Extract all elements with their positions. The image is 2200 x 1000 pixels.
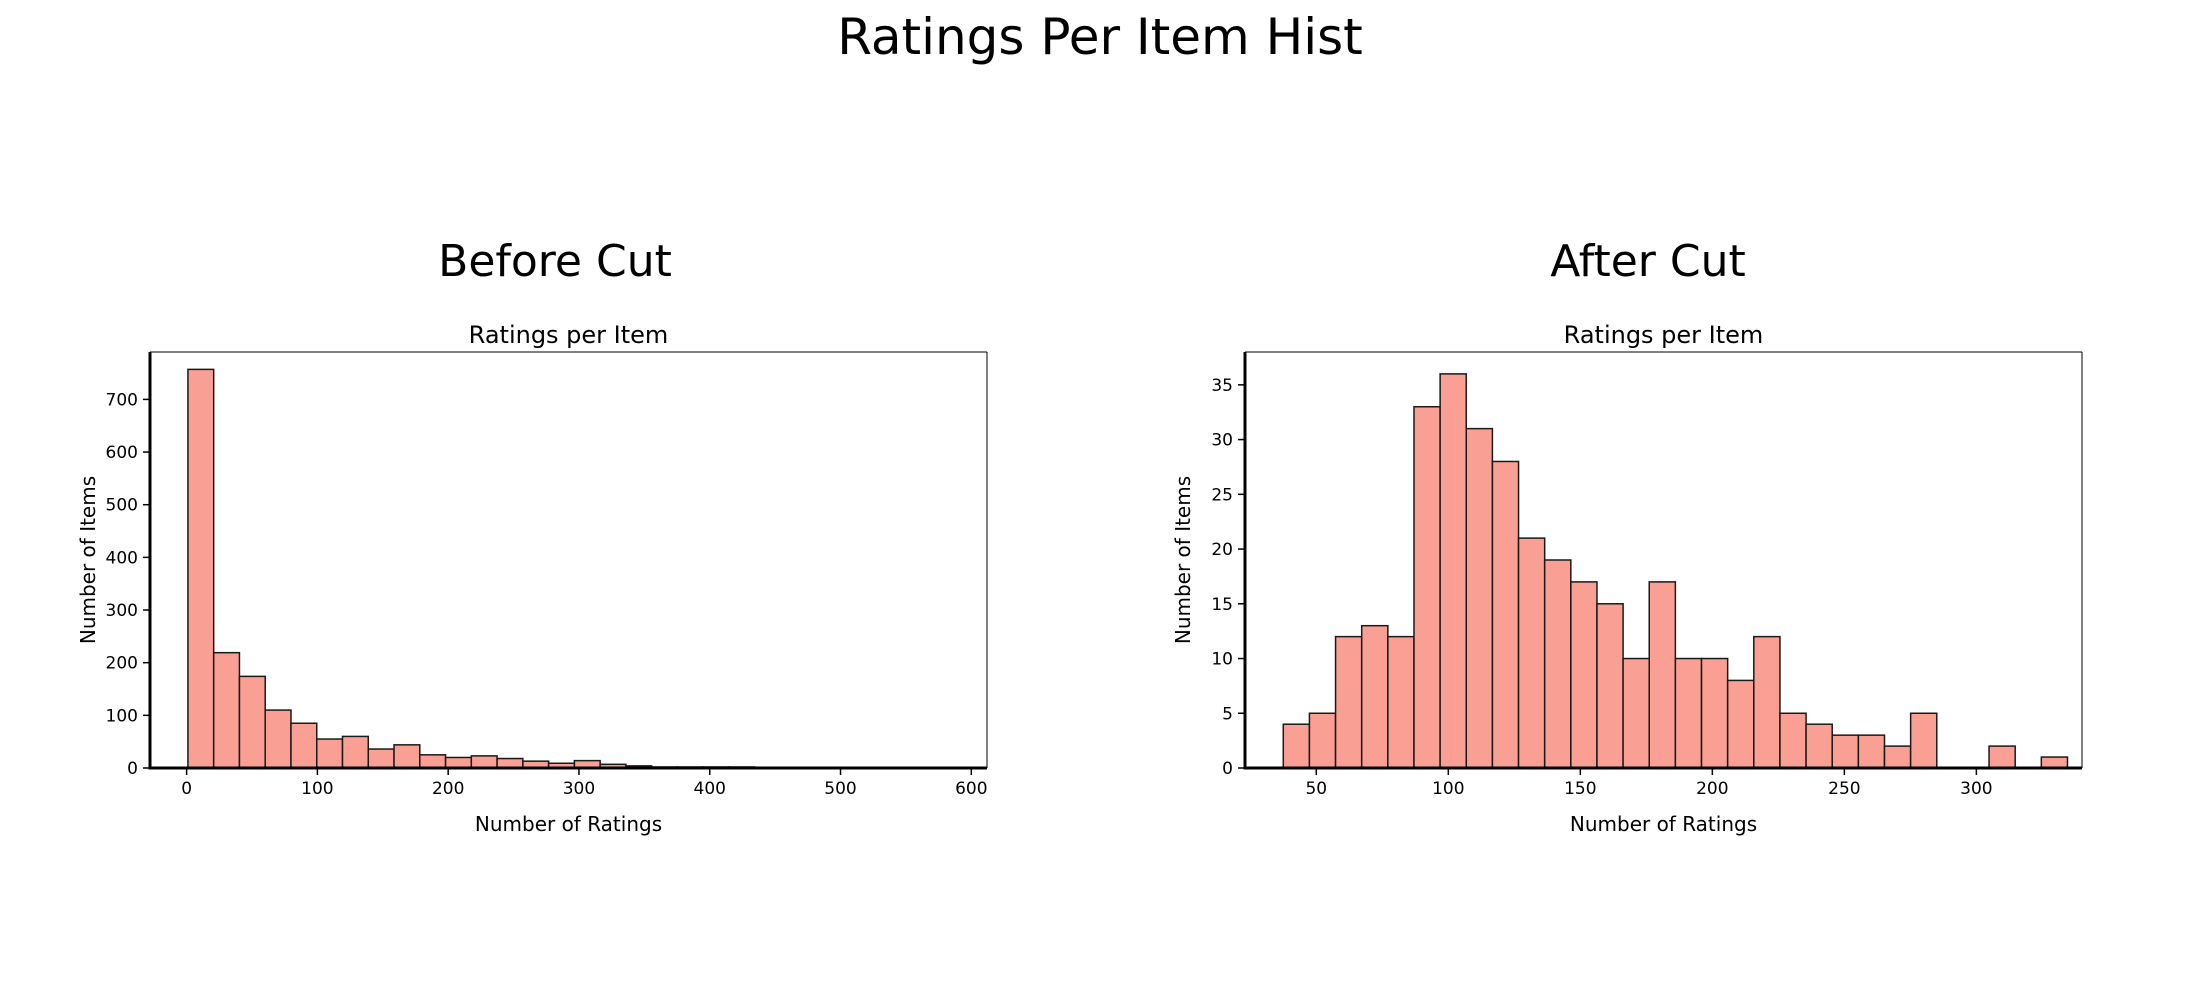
y-tick-label: 0 [1222,759,1233,779]
histogram-bar [1909,712,1938,769]
histogram-bar [1360,624,1389,769]
histogram-bar [1726,679,1755,769]
histogram-bar [1805,723,1833,769]
y-tick-label: 300 [106,601,138,621]
histogram-bar [1439,373,1468,769]
histogram-bar [1648,581,1677,769]
histogram-bar [187,368,215,769]
histogram-bar [1543,559,1572,769]
histogram-bar [1779,712,1807,769]
histogram-bar [1857,734,1886,769]
y-tick-label: 35 [1211,376,1233,396]
histogram-bar [238,675,266,769]
histogram-bar [1387,635,1415,769]
x-tick-label: 300 [1960,779,1992,799]
histogram-bar [315,738,344,769]
histogram-bar [1517,537,1546,769]
x-tick-label: 250 [1828,779,1860,799]
y-tick-label: 20 [1211,540,1233,560]
histogram-bar [2040,756,2069,769]
histogram-bar [419,754,447,769]
subplot-title: Ratings per Item [469,321,669,349]
x-tick-label: 100 [1432,779,1464,799]
histogram-bar [1596,603,1624,769]
x-tick-label: 400 [694,779,726,799]
histogram-bar [1831,734,1860,769]
histogram-bar [393,744,421,769]
figure-title: Ratings Per Item Hist [837,8,1363,66]
y-tick-label: 0 [127,759,138,779]
y-tick-label: 700 [106,390,138,410]
histogram-bar [367,748,395,769]
histogram-bar [1308,712,1337,769]
histogram-bar [1700,657,1729,769]
histogram-bar [264,709,292,769]
histogram-bar [1988,745,2016,769]
y-tick-label: 100 [106,706,138,726]
histogram-bar [1465,427,1494,769]
x-tick-label: 50 [1305,779,1327,799]
histogram-bar [1491,460,1520,769]
x-tick-label: 150 [1564,779,1596,799]
y-tick-label: 400 [106,548,138,568]
x-tick-label: 300 [563,779,595,799]
y-axis-label: Number of Items [76,476,100,644]
y-tick-label: 500 [106,496,138,516]
x-axis-label: Number of Ratings [475,812,662,836]
histogram-bar [1883,745,1912,769]
x-axis-label: Number of Ratings [1570,812,1757,836]
y-tick-label: 25 [1211,485,1233,505]
histogram-bar [290,722,318,769]
x-tick-label: 200 [1696,779,1728,799]
histogram-bar [444,756,473,769]
histogram-bar [1753,635,1781,769]
x-tick-label: 0 [181,779,192,799]
y-tick-label: 5 [1222,704,1233,724]
histogram-bar [470,755,498,769]
histogram-bar [1674,657,1703,769]
histogram-bar [1622,657,1650,769]
histogram-bar [1413,405,1441,769]
histogram-bar [1570,581,1598,769]
x-tick-label: 200 [432,779,464,799]
y-tick-label: 200 [106,654,138,674]
x-tick-label: 100 [301,779,333,799]
histogram-bar [341,735,370,769]
y-tick-label: 30 [1211,431,1233,451]
panel-heading-before-cut: Before Cut [438,236,672,287]
x-tick-label: 600 [955,779,987,799]
histogram-bar [1282,723,1311,769]
y-axis-label: Number of Items [1171,476,1195,644]
histogram-bar [212,651,241,769]
x-tick-label: 500 [824,779,856,799]
panel-heading-after-cut: After Cut [1550,236,1746,287]
y-tick-label: 15 [1211,595,1233,615]
subplot-title: Ratings per Item [1564,321,1764,349]
histogram-bar [1334,635,1363,769]
y-tick-label: 600 [106,443,138,463]
y-tick-label: 10 [1211,650,1233,670]
